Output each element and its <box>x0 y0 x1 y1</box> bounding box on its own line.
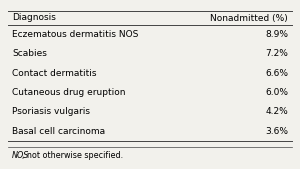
Text: 8.9%: 8.9% <box>265 30 288 39</box>
Text: 6.6%: 6.6% <box>265 69 288 78</box>
Text: Scabies: Scabies <box>12 50 47 58</box>
Text: 3.6%: 3.6% <box>265 127 288 136</box>
Text: Nonadmitted (%): Nonadmitted (%) <box>210 14 288 22</box>
Text: Psoriasis vulgaris: Psoriasis vulgaris <box>12 107 90 116</box>
Text: Cutaneous drug eruption: Cutaneous drug eruption <box>12 88 125 97</box>
Text: Basal cell carcinoma: Basal cell carcinoma <box>12 127 105 136</box>
Text: , not otherwise specified.: , not otherwise specified. <box>22 151 123 160</box>
Text: Diagnosis: Diagnosis <box>12 14 56 22</box>
Text: 7.2%: 7.2% <box>265 50 288 58</box>
Text: 4.2%: 4.2% <box>265 107 288 116</box>
Text: Eczematous dermatitis NOS: Eczematous dermatitis NOS <box>12 30 138 39</box>
Text: 6.0%: 6.0% <box>265 88 288 97</box>
Text: Contact dermatitis: Contact dermatitis <box>12 69 97 78</box>
Text: NOS: NOS <box>12 151 29 160</box>
